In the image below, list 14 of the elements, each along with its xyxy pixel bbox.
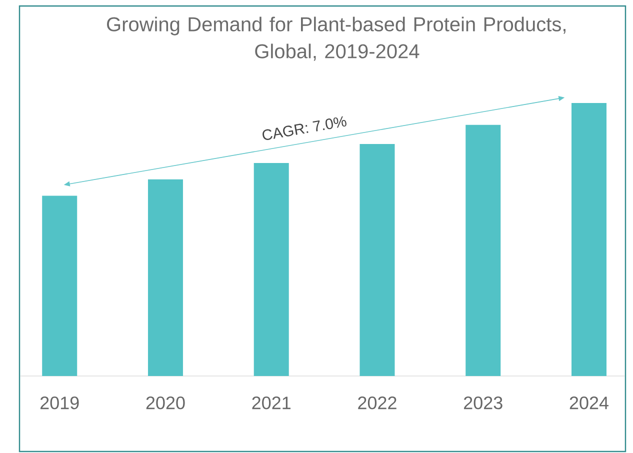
chart-title: Growing Demand for Plant-based Protein Products, Global, 2019-2024 [107, 16, 566, 61]
bar [42, 196, 78, 376]
x-tick-label: 2023 [464, 396, 502, 410]
x-tick-label: 2020 [146, 396, 185, 410]
x-tick-label: 2024 [570, 396, 608, 410]
bar [148, 179, 183, 376]
bar [572, 102, 606, 376]
bar [360, 144, 395, 376]
x-tick-label: 2019 [40, 396, 79, 410]
x-tick-label: 2021 [252, 396, 290, 410]
bar [466, 124, 501, 376]
x-tick-label: 2022 [358, 396, 396, 410]
bar [254, 163, 289, 376]
annotation: CAGR: 7.0% [262, 116, 346, 140]
